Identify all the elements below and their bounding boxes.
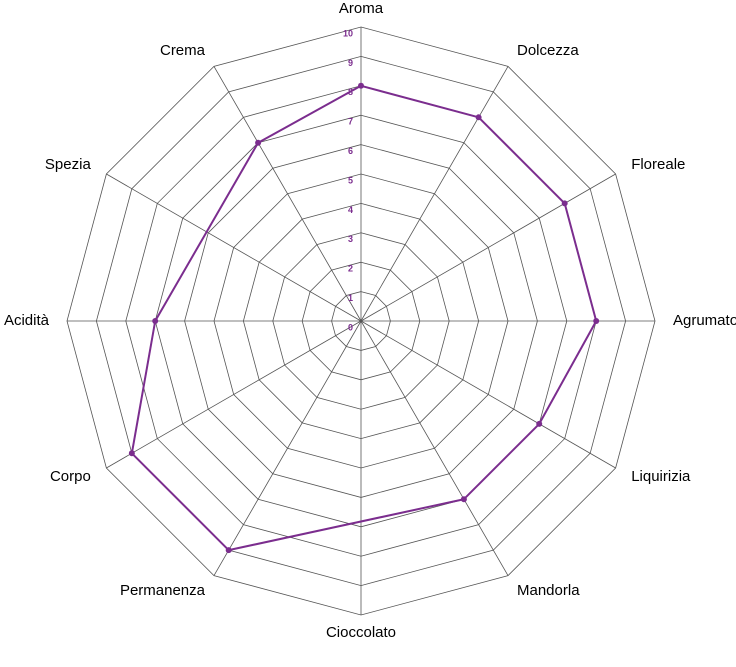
spoke (213, 320, 362, 576)
r-tick-label: 9 (348, 58, 353, 68)
r-tick-label: 10 (343, 28, 353, 38)
data-point (358, 82, 364, 89)
data-point (225, 547, 232, 554)
r-tick-label: 3 (348, 234, 353, 244)
r-tick-label: 5 (348, 175, 353, 185)
series-line (154, 142, 259, 322)
category-label: Floreale (631, 156, 685, 173)
data-point (475, 114, 482, 121)
category-label: Acidità (4, 312, 50, 329)
category-label: Dolcezza (517, 42, 579, 59)
spoke (360, 173, 616, 322)
category-label: Aroma (339, 0, 384, 17)
r-tick-label: 4 (348, 205, 353, 215)
spoke (106, 173, 362, 322)
category-label: Corpo (50, 468, 91, 485)
category-label: Cioccolato (326, 624, 396, 641)
data-point (561, 200, 568, 207)
r-tick-label: 0 (348, 322, 353, 332)
category-label: Liquirizia (631, 468, 691, 485)
spoke (360, 66, 509, 322)
r-tick-label: 2 (348, 264, 353, 274)
series-line (477, 116, 566, 205)
r-tick-label: 7 (348, 117, 353, 127)
r-tick-label: 1 (348, 293, 353, 303)
series-line (257, 84, 362, 144)
category-label: Mandorla (517, 582, 580, 599)
series-line (131, 452, 230, 551)
spoke (213, 66, 362, 322)
spoke (360, 320, 616, 469)
category-label: Spezia (45, 156, 92, 173)
data-point (593, 318, 600, 324)
data-point (152, 318, 159, 324)
category-label: Agrumato (673, 312, 736, 329)
spoke (106, 320, 362, 469)
spoke (360, 320, 509, 576)
series-line (463, 423, 540, 500)
data-point (460, 496, 467, 503)
r-tick-label: 6 (348, 146, 353, 156)
data-point (255, 139, 262, 146)
category-label: Crema (160, 42, 206, 59)
data-point (536, 420, 543, 427)
data-point (128, 450, 135, 457)
series-line (563, 203, 598, 322)
series-line (228, 498, 465, 552)
series-line (360, 84, 479, 119)
series-line (538, 320, 598, 425)
category-label: Permanenza (120, 582, 206, 599)
series-line (130, 320, 157, 454)
